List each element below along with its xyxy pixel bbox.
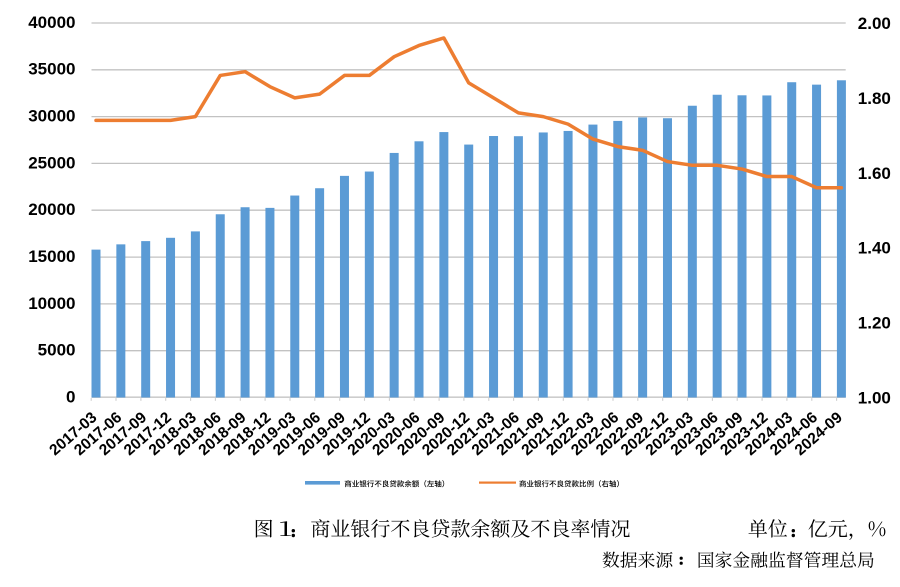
- svg-text:20000: 20000: [28, 200, 75, 219]
- svg-text:15000: 15000: [28, 247, 75, 266]
- svg-text:5000: 5000: [38, 341, 76, 360]
- svg-text:1.60: 1.60: [858, 164, 891, 183]
- svg-text:0: 0: [66, 387, 75, 406]
- svg-text:40000: 40000: [28, 13, 75, 32]
- svg-text:1.00: 1.00: [858, 389, 891, 408]
- svg-text:1.20: 1.20: [858, 314, 891, 333]
- svg-text:2.00: 2.00: [858, 14, 891, 33]
- svg-text:35000: 35000: [28, 60, 75, 79]
- svg-text:10000: 10000: [28, 294, 75, 313]
- svg-text:1.80: 1.80: [858, 89, 891, 108]
- svg-text:30000: 30000: [28, 107, 75, 126]
- svg-text:25000: 25000: [28, 153, 75, 172]
- svg-text:1.40: 1.40: [858, 239, 891, 258]
